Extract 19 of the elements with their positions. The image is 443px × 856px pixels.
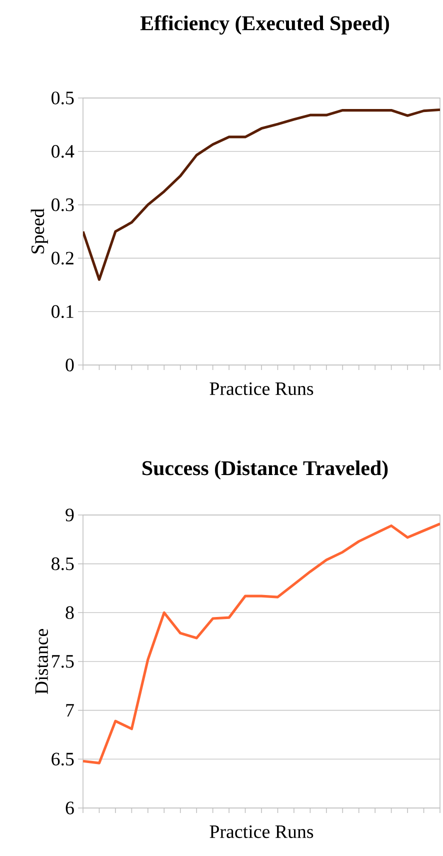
y-axis-title: Distance (35, 629, 48, 694)
y-tick-label: 6.5 (51, 752, 74, 766)
y-tick-label: 0.3 (51, 198, 74, 212)
x-axis-title: Practice Runs (210, 825, 313, 838)
y-tick-label: 7.5 (52, 655, 74, 668)
y-tick-label: 0.4 (51, 144, 74, 158)
chart-title: Success (Distance Traveled) (142, 460, 388, 480)
y-axis-title: Speed (30, 208, 48, 254)
y-tick-label: 6 (66, 802, 74, 814)
y-tick-label: 0.1 (51, 305, 74, 318)
chart-title: Efficiency (Executed Speed) (140, 15, 389, 35)
y-tick-label: 8.5 (51, 557, 74, 570)
y-tick-label: 0 (66, 358, 74, 372)
y-tick-label: 9 (65, 508, 74, 522)
y-tick-label: 7 (66, 704, 74, 717)
x-axis-title: Practice Runs (210, 382, 313, 396)
y-tick-label: 8 (66, 606, 74, 620)
y-tick-label: 0.5 (51, 92, 74, 104)
y-tick-label: 0.2 (51, 252, 74, 265)
